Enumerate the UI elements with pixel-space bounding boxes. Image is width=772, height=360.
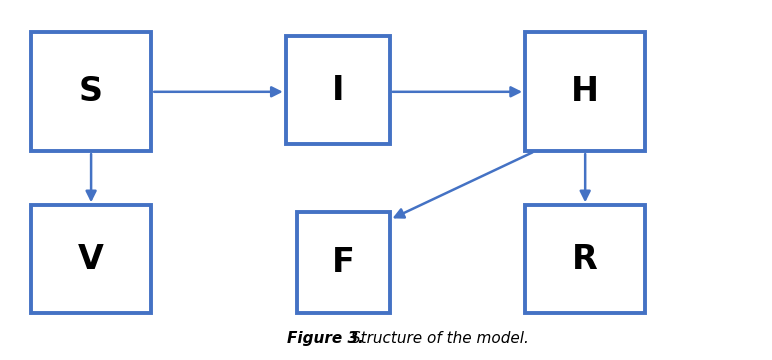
Text: H: H <box>571 75 599 108</box>
Text: Structure of the model.: Structure of the model. <box>351 331 529 346</box>
Text: S: S <box>79 75 103 108</box>
FancyBboxPatch shape <box>286 36 390 144</box>
FancyBboxPatch shape <box>525 205 645 313</box>
FancyBboxPatch shape <box>525 32 645 151</box>
Text: V: V <box>78 243 103 276</box>
Text: Figure 3.: Figure 3. <box>287 331 364 346</box>
Text: F: F <box>332 246 355 279</box>
FancyBboxPatch shape <box>31 205 151 313</box>
FancyBboxPatch shape <box>31 32 151 151</box>
Text: R: R <box>572 243 598 276</box>
Text: I: I <box>331 73 344 107</box>
FancyBboxPatch shape <box>297 212 390 313</box>
